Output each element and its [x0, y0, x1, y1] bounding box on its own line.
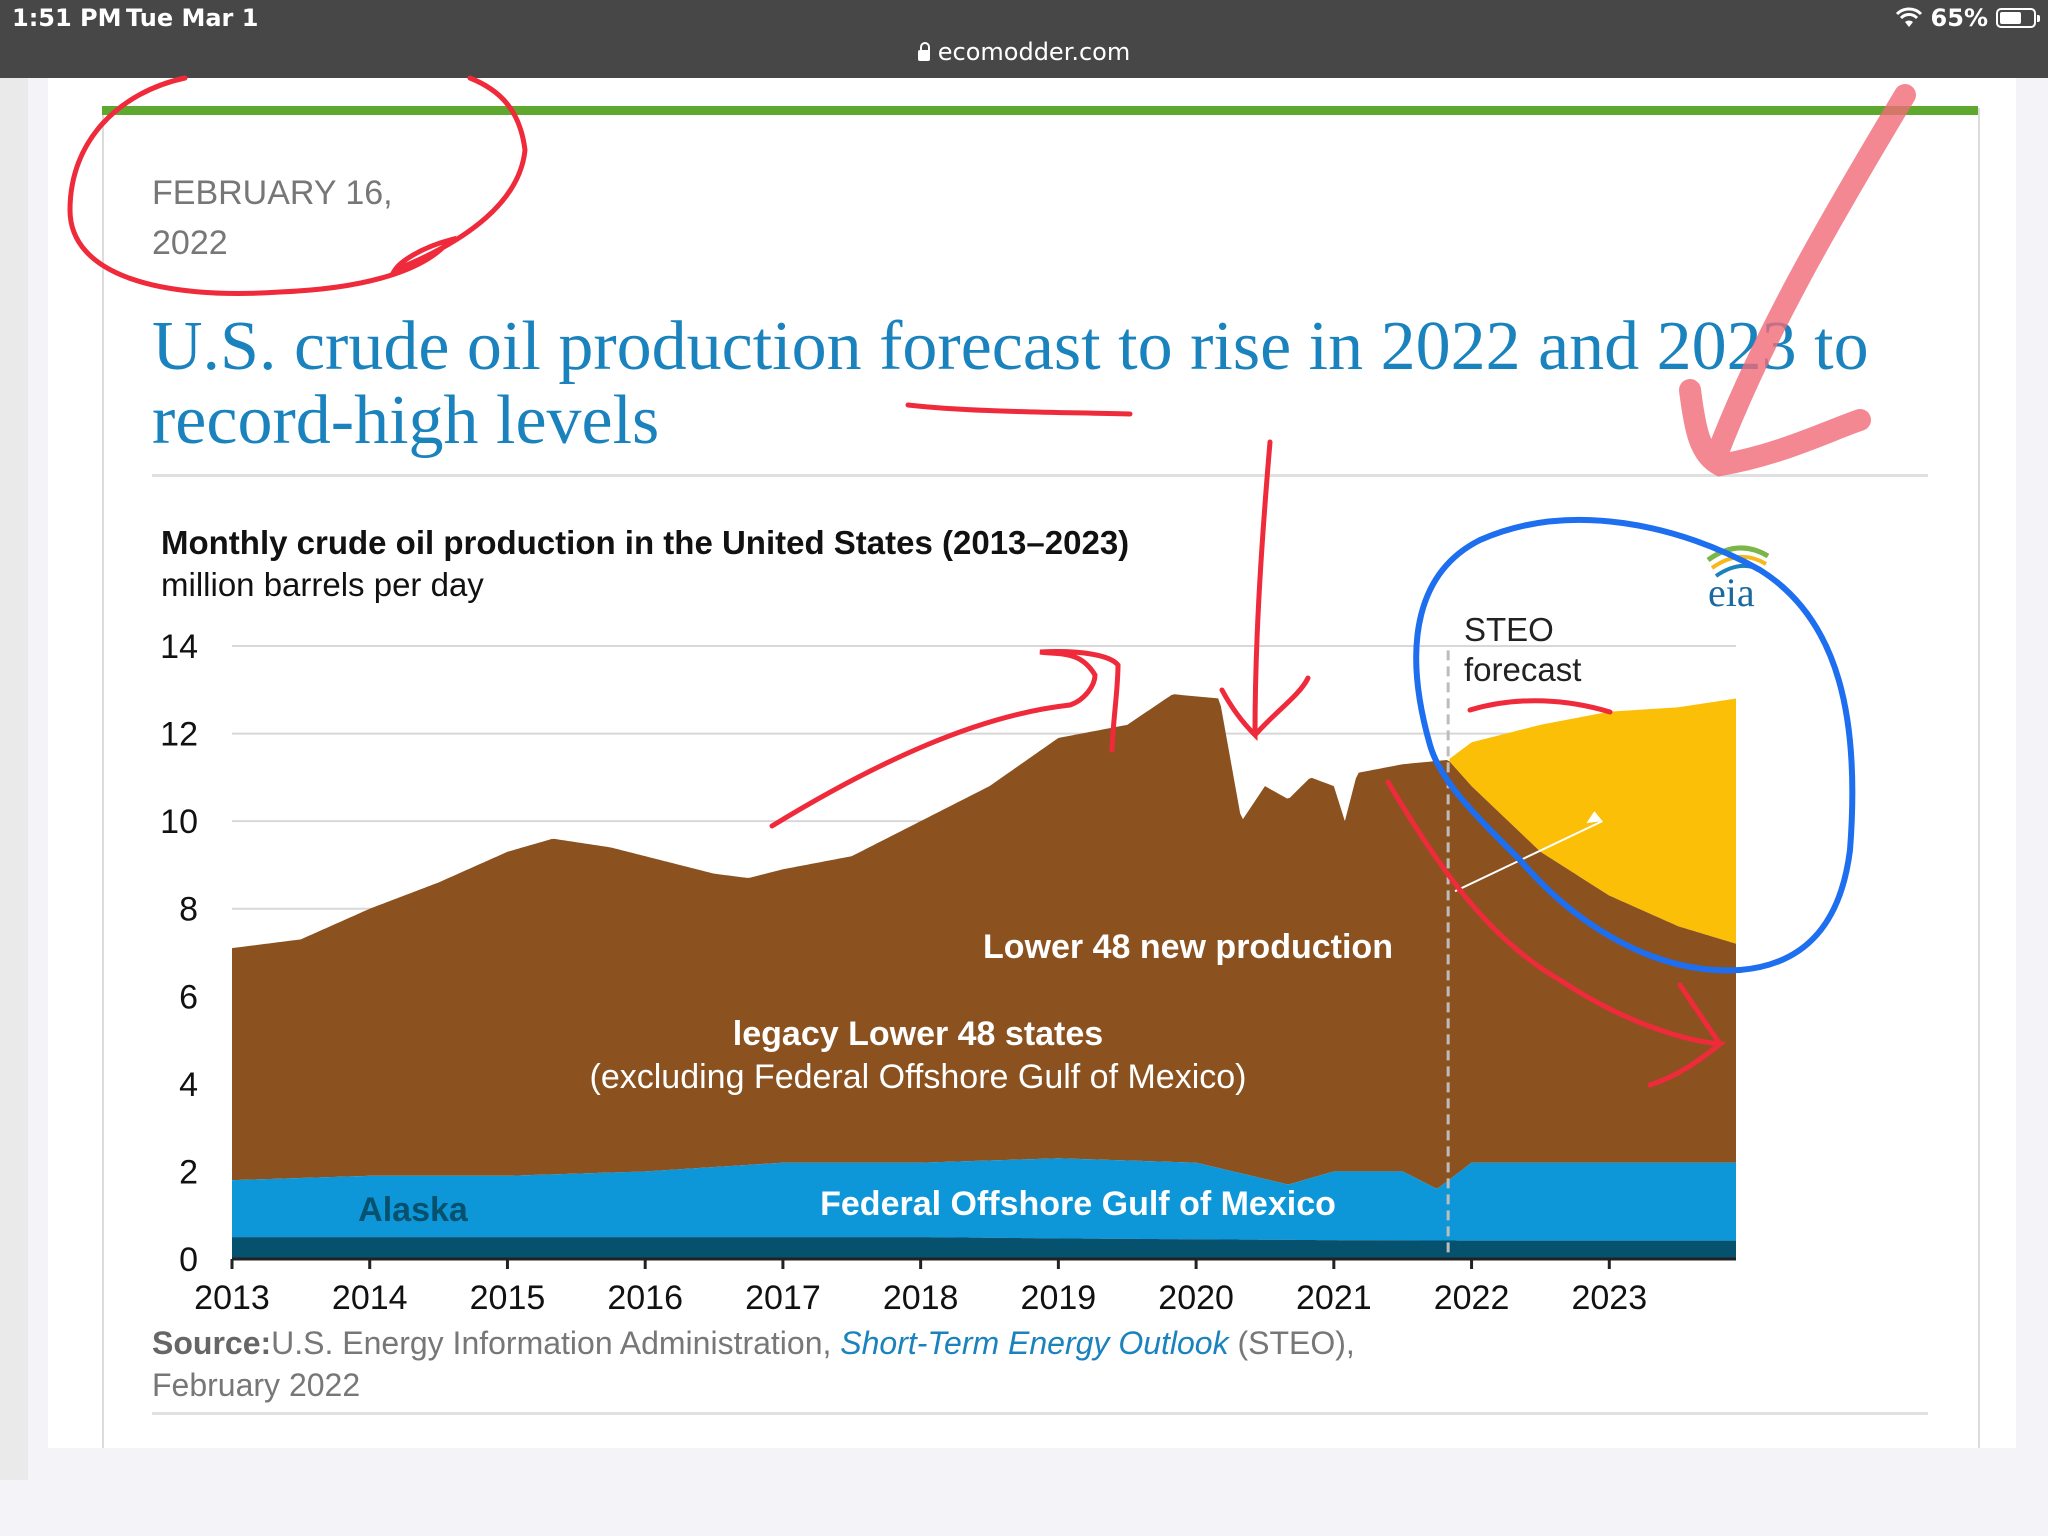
wifi-icon — [1895, 7, 1922, 27]
source-text: U.S. Energy Information Administration, — [271, 1325, 832, 1361]
forecast-circle-annotation — [1413, 517, 1856, 974]
forecast-underline-annotation-2 — [1467, 698, 1613, 715]
y-tick-label: 0 — [179, 1241, 198, 1279]
peak-arrow-annotation — [769, 649, 1121, 829]
x-tick-label: 2017 — [745, 1279, 821, 1317]
steo-link[interactable]: Short-Term Energy Outlook — [840, 1325, 1229, 1361]
source-note: Source:U.S. Energy Information Administr… — [152, 1322, 1355, 1406]
x-tick-label: 2018 — [883, 1279, 959, 1317]
area-series — [232, 650, 1736, 1261]
y-tick-label: 12 — [160, 716, 198, 754]
chart-title: Monthly crude oil production in the Unit… — [161, 524, 1130, 561]
status-time: 1:51 PM — [12, 4, 122, 32]
headline[interactable]: U.S. crude oil production forecast to ri… — [152, 308, 1869, 459]
logo-text: eia — [1708, 570, 1755, 615]
x-tick-label: 2020 — [1158, 1279, 1234, 1317]
x-tick-label: 2022 — [1434, 1279, 1510, 1317]
gulf-of-mexico-area — [232, 1158, 1736, 1241]
x-tick-label: 2015 — [470, 1279, 546, 1317]
growth-arrow — [1454, 820, 1603, 893]
x-tick-label: 2014 — [332, 1279, 408, 1317]
forecast-label: STEO — [1464, 611, 1554, 648]
source-label: Source: — [152, 1325, 272, 1361]
accent-bar — [102, 106, 1978, 115]
legacy-sublabel: (excluding Federal Offshore Gulf of Mexi… — [590, 1058, 1247, 1096]
article-card — [102, 108, 1980, 1448]
new-production-label: Lower 48 new production — [983, 928, 1393, 966]
x-tick-label: 2019 — [1021, 1279, 1097, 1317]
growth-arrowhead — [1586, 811, 1603, 824]
source-date: February 2022 — [152, 1367, 361, 1403]
chart-subtitle: million barrels per day — [161, 566, 484, 603]
battery-fill — [2000, 12, 2021, 24]
logo-swoosh-green — [1706, 545, 1770, 563]
x-axis: 2013 2014 2015 2016 2017 2018 2019 2020 2021 2022… — [194, 1259, 1647, 1317]
status-bar: 1:51 PM Tue Mar 1 ecomodder.com 65% — [0, 0, 2048, 78]
battery-icon — [1996, 8, 2040, 28]
web-page[interactable]: FEBRUARY 16, 2022 U.S. crude oil product… — [48, 78, 2016, 1448]
divider-bottom — [152, 1412, 1928, 1415]
x-tick-label: 2013 — [194, 1279, 270, 1317]
lock-icon — [917, 42, 930, 61]
date-circle-annotation — [67, 75, 528, 296]
status-date: Tue Mar 1 — [126, 4, 259, 32]
y-tick-label: 10 — [160, 803, 198, 841]
y-tick-label: 6 — [179, 978, 198, 1016]
x-tick-label: 2021 — [1296, 1279, 1372, 1317]
divider — [152, 474, 1928, 477]
forecast-label-2: forecast — [1464, 651, 1581, 688]
dip-arrow-annotation — [1219, 439, 1311, 742]
source-tail: (STEO), — [1237, 1325, 1355, 1361]
battery-percent: 65% — [1930, 4, 1988, 32]
y-axis: 0 2 4 6 8 10 12 14 — [160, 628, 198, 1279]
alaska-label: Alaska — [358, 1191, 469, 1229]
x-tick-label: 2016 — [607, 1279, 683, 1317]
y-tick-label: 2 — [179, 1153, 198, 1191]
forecast-underline-annotation — [905, 402, 1133, 417]
address-bar[interactable]: ecomodder.com — [0, 38, 2048, 66]
legacy-label: legacy Lower 48 states — [733, 1015, 1103, 1053]
legacy-lower48-area — [232, 694, 1736, 1189]
alaska-area — [232, 1237, 1736, 1259]
y-tick-label: 8 — [179, 891, 198, 929]
status-indicators: 65% — [1895, 4, 2040, 32]
x-tick-label: 2023 — [1571, 1279, 1647, 1317]
article-date: FEBRUARY 16, 2022 — [152, 174, 393, 262]
gulf-label: Federal Offshore Gulf of Mexico — [820, 1185, 1336, 1223]
decline-arrow-annotation — [1385, 779, 1727, 1088]
down-arrow-annotation — [1679, 84, 1916, 477]
y-tick-label: 4 — [179, 1066, 198, 1104]
page-gutter — [0, 78, 28, 1480]
url-text: ecomodder.com — [937, 38, 1131, 66]
area-chart: 0 2 4 6 8 10 12 14 2013 2014 2015 2016 2017 2018 2019… — [160, 545, 1770, 1317]
y-tick-label: 14 — [160, 628, 198, 666]
